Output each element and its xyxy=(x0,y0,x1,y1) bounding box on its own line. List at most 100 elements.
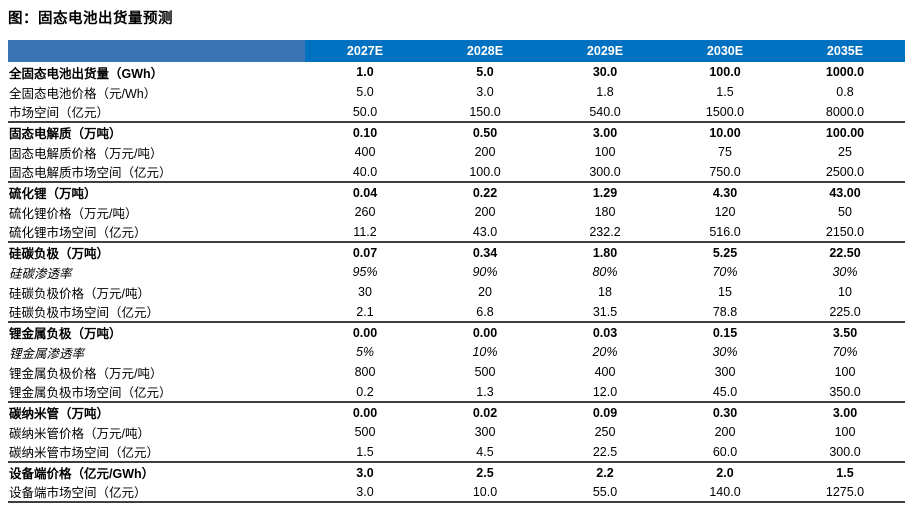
row-label: 设备端市场空间（亿元） xyxy=(9,486,147,500)
table-row: 硅碳负极（万吨） 0.07 0.34 1.80 5.25 22.50 xyxy=(8,241,905,262)
table-row: 锂金属渗透率 5% 10% 20% 30% 70% xyxy=(8,342,905,362)
value-cell: 100.0 xyxy=(469,164,501,179)
row-label: 碳纳米管（万吨） xyxy=(8,401,305,422)
value-cell: 100.0 xyxy=(709,65,741,79)
value-cell: 0.10 xyxy=(305,121,425,142)
row-label: 锂金属负极市场空间（亿元） xyxy=(9,386,172,400)
value-cell: 30.0 xyxy=(592,65,618,79)
value-cell: 50.0 xyxy=(352,104,378,119)
value-cell: 150.0 xyxy=(469,104,501,119)
table-row: 固态电解质价格（万元/吨） 400 200 100 75 25 xyxy=(8,142,905,162)
row-label: 锂金属渗透率 xyxy=(9,346,85,361)
row-label: 锂金属负极（万吨） xyxy=(8,321,305,342)
value-cell: 0.50 xyxy=(425,121,545,142)
value-cell: 0.09 xyxy=(545,401,665,422)
value-cell: 18 xyxy=(598,285,612,299)
value-cell: 300 xyxy=(474,425,496,439)
value-cell: 140.0 xyxy=(709,484,741,499)
value-cell: 180 xyxy=(594,205,616,219)
table-row: 硫化锂（万吨） 0.04 0.22 1.29 4.30 43.00 xyxy=(8,181,905,202)
row-label: 固态电解质市场空间（亿元） xyxy=(9,166,172,180)
value-cell: 10.00 xyxy=(665,121,785,142)
value-cell: 20% xyxy=(592,345,618,359)
table-row: 硅碳负极市场空间（亿元） 2.1 6.8 31.5 78.8 225.0 xyxy=(8,302,905,322)
value-cell: 2.2 xyxy=(545,461,665,482)
table-row: 碳纳米管（万吨） 0.00 0.02 0.09 0.30 3.00 xyxy=(8,401,905,422)
header-corner-cell xyxy=(8,40,305,62)
value-cell: 2.1 xyxy=(356,304,374,319)
row-label: 固态电解质（万吨） xyxy=(8,121,305,142)
row-label: 硫化锂市场空间（亿元） xyxy=(9,226,147,240)
value-cell: 1.5 xyxy=(356,444,374,459)
value-cell: 20 xyxy=(478,285,492,299)
value-cell: 250 xyxy=(594,425,616,439)
value-cell: 100 xyxy=(834,425,856,439)
value-cell: 100.00 xyxy=(785,121,905,142)
table-row: 硫化锂价格（万元/吨） 260 200 180 120 50 xyxy=(8,202,905,222)
forecast-table: 2027E 2028E 2029E 2030E 2035E 全固态电池出货量（G… xyxy=(8,40,905,503)
value-cell: 4.5 xyxy=(476,444,494,459)
value-cell: 5.0 xyxy=(476,65,494,79)
value-cell: 225.0 xyxy=(829,304,861,319)
row-label: 硫化锂价格（万元/吨） xyxy=(9,206,138,221)
table-row: 碳纳米管价格（万元/吨） 500 300 250 200 100 xyxy=(8,422,905,442)
value-cell: 1500.0 xyxy=(705,104,745,119)
value-cell: 78.8 xyxy=(712,304,738,319)
value-cell: 500 xyxy=(474,365,496,379)
value-cell: 350.0 xyxy=(829,384,861,399)
value-cell: 0.00 xyxy=(305,321,425,342)
table-row: 固态电解质市场空间（亿元） 40.0 100.0 300.0 750.0 2500.0 xyxy=(8,162,905,182)
value-cell: 1000.0 xyxy=(825,65,865,79)
table-row: 固态电解质（万吨） 0.10 0.50 3.00 10.00 100.00 xyxy=(8,121,905,142)
header-year-2035e: 2035E xyxy=(785,40,905,62)
table-row: 硫化锂市场空间（亿元） 11.2 43.0 232.2 516.0 2150.0 xyxy=(8,222,905,242)
row-label: 碳纳米管价格（万元/吨） xyxy=(9,426,150,441)
value-cell: 75 xyxy=(718,145,732,159)
row-label: 固态电解质价格（万元/吨） xyxy=(9,146,163,161)
value-cell: 3.0 xyxy=(476,85,494,99)
value-cell: 200 xyxy=(714,425,736,439)
value-cell: 300.0 xyxy=(829,444,861,459)
value-cell: 0.30 xyxy=(665,401,785,422)
value-cell: 25 xyxy=(838,145,852,159)
value-cell: 3.50 xyxy=(785,321,905,342)
value-cell: 70% xyxy=(712,265,738,279)
value-cell: 1.29 xyxy=(545,181,665,202)
value-cell: 120 xyxy=(714,205,736,219)
value-cell: 2.5 xyxy=(425,461,545,482)
row-label: 锂金属负极价格（万元/吨） xyxy=(9,366,163,381)
value-cell: 1.5 xyxy=(785,461,905,482)
table-row: 设备端市场空间（亿元） 3.0 10.0 55.0 140.0 1275.0 xyxy=(8,482,905,502)
value-cell: 300 xyxy=(714,365,736,379)
table-row: 硅碳负极价格（万元/吨） 30 20 18 15 10 xyxy=(8,282,905,302)
value-cell: 90% xyxy=(472,265,498,279)
value-cell: 11.2 xyxy=(353,224,377,239)
figure-title: 图：固态电池出货量预测 xyxy=(8,11,173,27)
row-label: 碳纳米管市场空间（亿元） xyxy=(9,446,160,460)
value-cell: 4.30 xyxy=(665,181,785,202)
value-cell: 0.8 xyxy=(836,85,854,99)
table-row: 锂金属负极价格（万元/吨） 800 500 400 300 100 xyxy=(8,362,905,382)
value-cell: 70% xyxy=(832,345,858,359)
value-cell: 22.5 xyxy=(592,444,618,459)
value-cell: 1275.0 xyxy=(825,484,865,499)
value-cell: 5.0 xyxy=(356,85,374,99)
header-year-2028e: 2028E xyxy=(425,40,545,62)
value-cell: 5.25 xyxy=(665,241,785,262)
value-cell: 43.00 xyxy=(785,181,905,202)
table-row: 锂金属负极（万吨） 0.00 0.00 0.03 0.15 3.50 xyxy=(8,321,905,342)
value-cell: 200 xyxy=(474,145,496,159)
value-cell: 80% xyxy=(592,265,618,279)
row-label: 硫化锂（万吨） xyxy=(8,181,305,202)
value-cell: 12.0 xyxy=(592,384,618,399)
table-row: 全固态电池价格（元/Wh） 5.0 3.0 1.8 1.5 0.8 xyxy=(8,82,905,102)
value-cell: 30% xyxy=(832,265,858,279)
value-cell: 0.22 xyxy=(425,181,545,202)
table-header: 2027E 2028E 2029E 2030E 2035E xyxy=(8,40,905,62)
value-cell: 40.0 xyxy=(352,164,378,179)
value-cell: 516.0 xyxy=(709,224,741,239)
value-cell: 0.2 xyxy=(356,384,374,399)
value-cell: 200 xyxy=(474,205,496,219)
value-cell: 1.8 xyxy=(596,85,614,99)
table-row: 市场空间（亿元） 50.0 150.0 540.0 1500.0 8000.0 xyxy=(8,102,905,122)
